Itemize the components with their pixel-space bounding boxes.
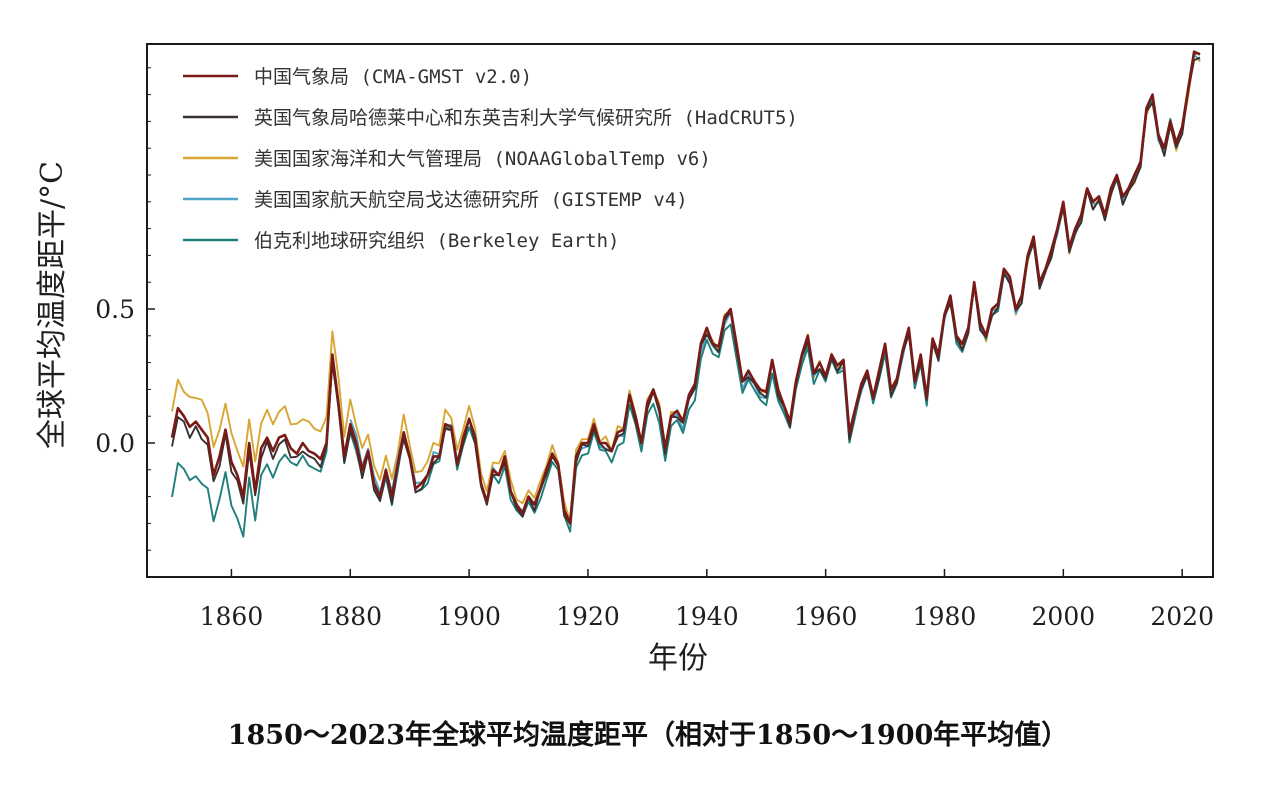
legend: 中国气象局 (CMA-GMST v2.0) 英国气象局哈德莱中心和东英吉利大学气候… <box>183 66 798 252</box>
legend-label: 伯克利地球研究组织 (Berkeley Earth) <box>254 230 619 252</box>
x-tick-label: 1920 <box>556 602 620 631</box>
legend-label: 英国气象局哈德莱中心和东英吉利大学气候研究所 (HadCRUT5) <box>254 107 798 129</box>
y-tick-label: 0.5 <box>95 295 135 324</box>
legend-label: 美国国家航天航空局戈达德研究所 (GISTEMP v4) <box>254 189 688 211</box>
x-tick-label: 2000 <box>1032 602 1096 631</box>
x-tick-label: 1940 <box>675 602 739 631</box>
chart-caption: 1850～2023年全球平均温度距平（相对于1850～1900年平均值） <box>228 719 1069 751</box>
x-tick-label: 1980 <box>913 602 977 631</box>
plot-frame <box>146 43 1214 578</box>
x-tick-label: 1900 <box>437 602 501 631</box>
x-tick-label: 1860 <box>200 602 264 631</box>
series-lines <box>170 50 1201 538</box>
y-axis-title: 全球平均温度距平/°C <box>35 161 70 449</box>
series-line <box>170 50 1201 525</box>
legend-label: 美国国家海洋和大气管理局 (NOAAGlobalTemp v6) <box>254 148 711 170</box>
axis-ticks: 1860 1880 1900 1920 1940 1960 1980 2000 2020 0.0 0… <box>95 67 1214 631</box>
y-tick-label: 0.0 <box>95 429 135 458</box>
x-axis-title: 年份 <box>648 641 708 676</box>
x-tick-label: 1960 <box>794 602 858 631</box>
legend-label: 中国气象局 (CMA-GMST v2.0) <box>254 66 532 88</box>
x-tick-label: 2020 <box>1150 602 1214 631</box>
x-tick-label: 1880 <box>318 602 382 631</box>
